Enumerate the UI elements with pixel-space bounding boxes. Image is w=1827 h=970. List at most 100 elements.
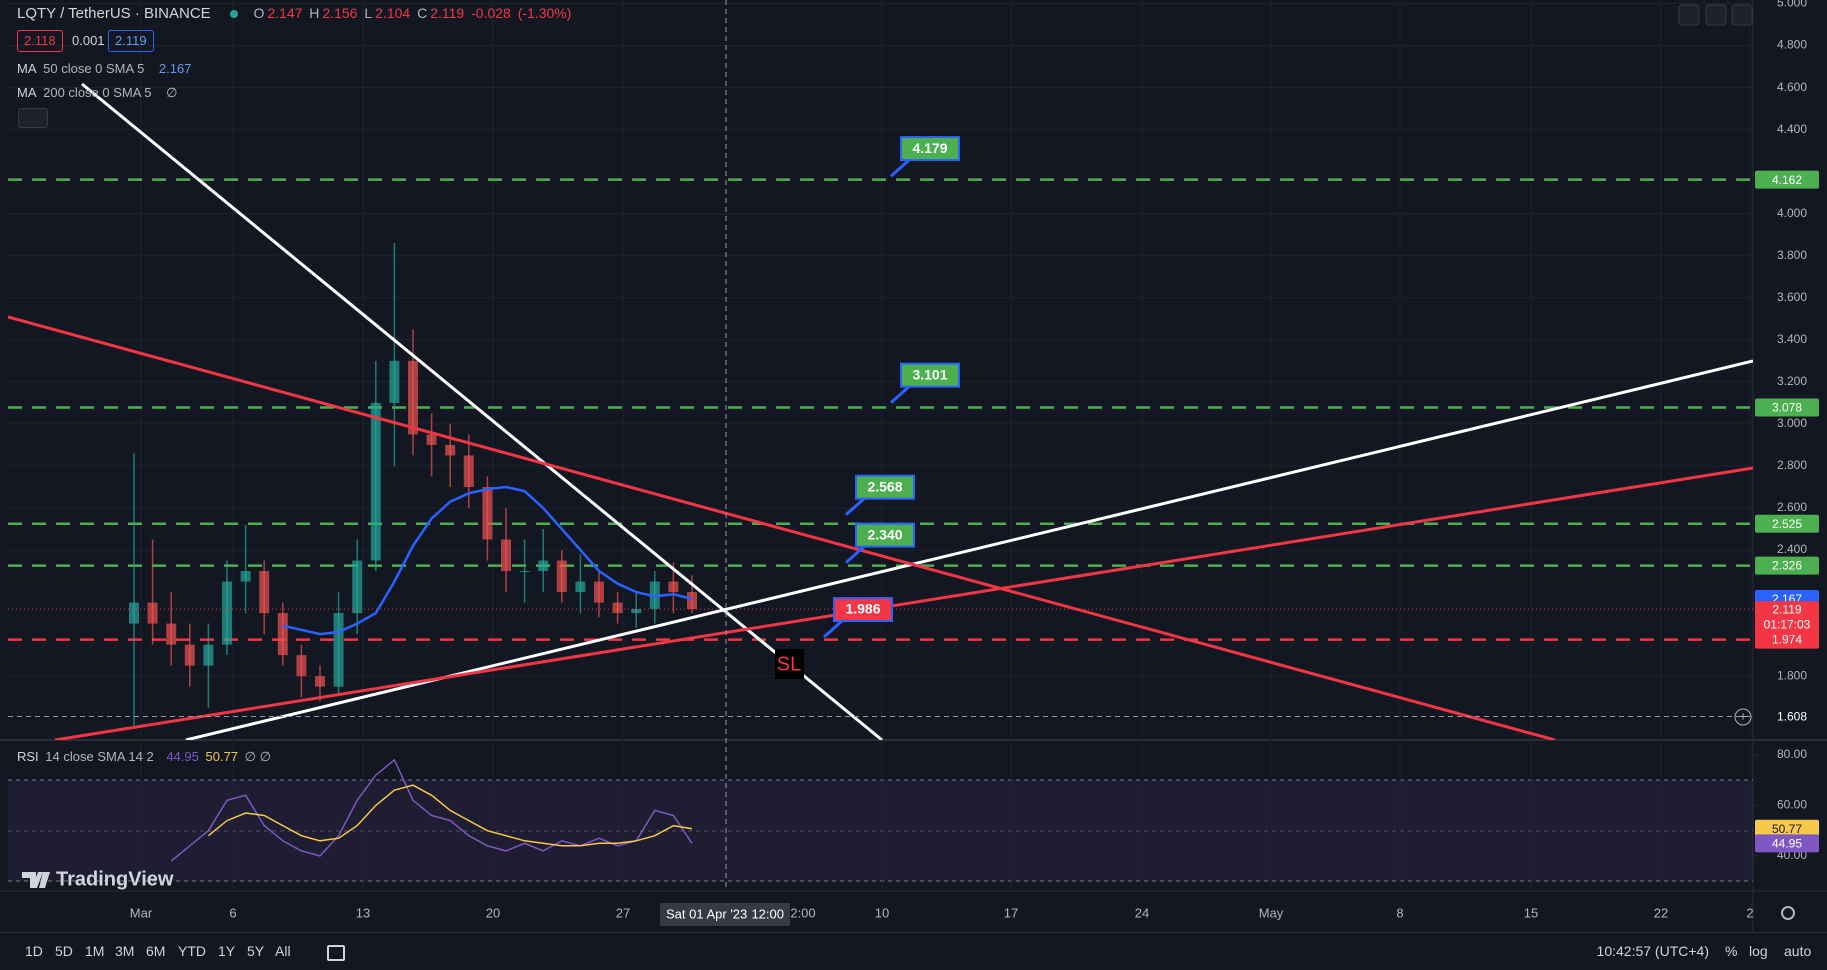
status-dot <box>229 10 238 18</box>
range-button[interactable]: 5Y <box>247 943 265 959</box>
scale-option[interactable]: log <box>1749 943 1768 959</box>
candle-body <box>463 455 474 487</box>
candle-body <box>296 655 307 677</box>
callout-arrow <box>890 385 910 404</box>
candle-body <box>575 581 586 593</box>
logo <box>22 872 50 888</box>
price-tag-label: 3.078 <box>1772 401 1802 415</box>
candle-body <box>352 560 363 614</box>
price-tag-label: 2.525 <box>1772 517 1802 531</box>
ask[interactable]: 2.119 <box>108 30 154 52</box>
x-tick-label: 13 <box>356 905 370 920</box>
rsi-legend: RSI 14 close SMA 14 2 44.95 50.77 ∅ ∅ <box>17 749 274 765</box>
y-tick-label: 1.800 <box>1777 668 1807 682</box>
settings-icon[interactable] <box>1781 906 1795 920</box>
x-tick-label: 8 <box>1396 905 1403 920</box>
fullscreen-button[interactable] <box>1705 4 1727 26</box>
ma-params: 50 close 0 SMA 5 <box>43 61 145 76</box>
callout-box <box>900 136 960 162</box>
range-button[interactable]: 6M <box>146 943 166 959</box>
x-tick-label: 27 <box>616 905 630 920</box>
range-button[interactable]: 1D <box>25 943 43 959</box>
compare-icon[interactable] <box>327 945 345 961</box>
ma200-legend: MA 200 close 0 SMA 5 ∅ <box>17 85 180 101</box>
candle-body <box>259 571 270 614</box>
ohlc-value: 2.104 <box>375 5 411 21</box>
callout-box <box>855 474 915 500</box>
candle-body <box>519 571 530 573</box>
rsi-tick-label: 80.00 <box>1777 747 1807 761</box>
trend-lines <box>8 82 1753 740</box>
countdown: 01:17:03 <box>1764 617 1811 631</box>
candle-body <box>594 581 604 603</box>
ma-name: MA <box>17 85 37 100</box>
y-tick-label: 3.800 <box>1777 248 1807 262</box>
candle-body <box>147 602 158 624</box>
scale-option[interactable]: auto <box>1784 943 1812 959</box>
x-tick-label: May <box>1259 905 1284 920</box>
add-button[interactable] <box>1734 708 1752 726</box>
ohlc-value: 2.147 <box>267 5 303 21</box>
candle-body <box>426 434 437 445</box>
price-tag-label: 1.974 <box>1772 633 1802 647</box>
candle-body <box>203 644 214 666</box>
y-tick-label: 4.400 <box>1777 122 1807 136</box>
candle-body <box>277 613 288 656</box>
crosshair-date: Sat 01 Apr '23 <box>666 906 747 921</box>
callout-arrow <box>845 497 865 516</box>
callout-label: 4.179 <box>912 140 947 156</box>
candle-body <box>556 560 567 593</box>
x-tick-label: 15 <box>1524 905 1538 920</box>
rsi-tick-label: 60.00 <box>1777 798 1807 812</box>
x-tick-label: Mar <box>130 905 153 920</box>
x-tick-label: 24 <box>1135 905 1149 920</box>
candle-body <box>240 571 251 582</box>
ma-name: MA <box>17 61 37 76</box>
range-button[interactable]: 5D <box>55 943 73 959</box>
range-button[interactable]: YTD <box>178 943 206 959</box>
callout-box <box>855 522 915 548</box>
scale-option[interactable]: % <box>1725 943 1738 959</box>
last-price-label: 2.119 <box>1772 602 1801 616</box>
y-tick-label: 2.600 <box>1777 500 1807 514</box>
x-tick-label: 22 <box>1654 905 1668 920</box>
collapse-button[interactable] <box>18 108 48 128</box>
candle-body <box>687 592 697 610</box>
candle-body <box>482 486 493 540</box>
ma50-legend: MA 50 close 0 SMA 5 2.167 <box>17 61 194 76</box>
callout-arrow <box>823 619 843 639</box>
candle-body <box>538 560 549 572</box>
ohlc-label: O <box>253 5 265 21</box>
range-button[interactable]: 3M <box>115 943 135 959</box>
change: -0.028 <box>471 5 511 21</box>
ma-value: 2.167 <box>158 61 192 76</box>
crosshair-price-tag <box>1755 707 1819 726</box>
scroll-button[interactable] <box>1678 4 1700 26</box>
bid[interactable]: 2.118 <box>17 30 63 52</box>
price-tag <box>1755 514 1819 533</box>
change-pct: (-1.30%) <box>517 5 572 21</box>
callout-label: 1.986 <box>845 601 880 617</box>
callout-arrow <box>890 158 910 178</box>
rsi-tag-label: 50.77 <box>1772 822 1802 836</box>
candle-body <box>612 602 623 614</box>
candle-body <box>631 608 642 614</box>
price-tag <box>1755 398 1819 417</box>
ohlc-value: 2.119 <box>430 5 465 21</box>
candle-body <box>315 676 325 687</box>
range-button[interactable]: All <box>275 943 291 959</box>
range-button[interactable]: 1Y <box>218 943 236 959</box>
y-tick-label: 3.200 <box>1777 374 1807 388</box>
crosshair-price: 1.608 <box>1777 710 1807 724</box>
callout-label: 2.568 <box>867 478 902 494</box>
crosshair-time-tag <box>660 903 790 926</box>
ma-params: 200 close 0 SMA 5 <box>43 85 152 100</box>
add-icon[interactable]: + <box>1739 708 1747 723</box>
clock[interactable]: 10:42:57 (UTC+4) <box>1596 943 1709 959</box>
y-tick-label: 5.000 <box>1777 0 1807 10</box>
range-button[interactable]: 1M <box>85 943 105 959</box>
x-tick-label: 20 <box>486 905 500 920</box>
candle-body <box>184 644 195 666</box>
trend-line <box>81 82 883 740</box>
screenshot-button[interactable] <box>1731 4 1753 26</box>
